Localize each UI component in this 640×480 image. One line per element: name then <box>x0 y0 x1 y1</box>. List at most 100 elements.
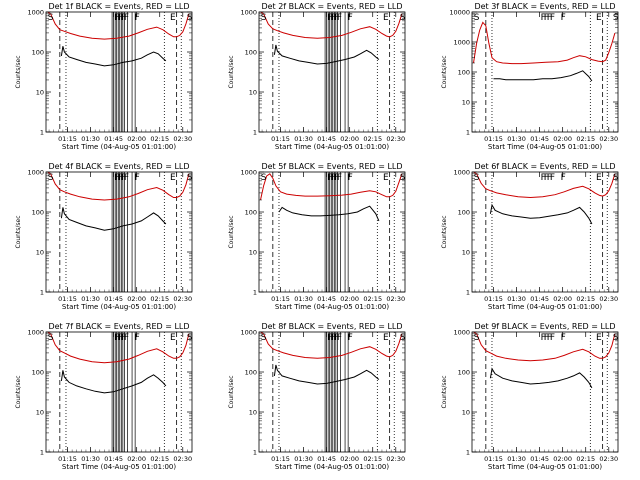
y-tick-label: 10 <box>462 99 470 107</box>
x-tick-label: 02:30 <box>386 135 405 143</box>
x-tick-label: 01:45 <box>530 135 549 143</box>
panel-title: Det 7f BLACK = Events, RED = LLD <box>48 322 189 331</box>
y-tick-label: 10 <box>462 409 470 417</box>
attenuator-marker-label: F <box>541 173 546 183</box>
y-tick-label: 1 <box>466 449 470 457</box>
y-axis-label: Counts/sec <box>441 375 448 408</box>
attenuator-marker-label: F <box>121 173 126 183</box>
attenuator-marker-label: F <box>337 13 342 23</box>
plot-frame <box>471 171 619 293</box>
attenuator-marker-label: S <box>400 173 406 183</box>
x-tick-label: 01:15 <box>484 455 503 463</box>
x-tick-label: 02:30 <box>386 295 405 303</box>
attenuator-marker-label: F <box>328 333 333 343</box>
attenuator-marker-label: F <box>541 333 546 343</box>
panel-title: Det 1f BLACK = Events, RED = LLD <box>48 2 189 11</box>
x-axis-label: Start Time (04-Aug-05 01:01:00) <box>62 463 176 471</box>
y-tick-label: 100 <box>32 209 44 217</box>
x-tick-label: 02:30 <box>386 455 405 463</box>
y-tick-label: 1000 <box>240 169 257 177</box>
x-tick-label: 02:00 <box>553 295 572 303</box>
attenuator-marker-label: F <box>124 333 129 343</box>
events-series-line <box>273 364 380 385</box>
plot-frame <box>258 171 406 293</box>
attenuator-marker-label: F <box>550 173 555 183</box>
lld-series-line <box>47 171 190 201</box>
x-tick-label: 01:30 <box>81 455 100 463</box>
x-tick-label: 01:45 <box>530 295 549 303</box>
x-tick-label: 01:30 <box>507 135 526 143</box>
attenuator-marker-label: F <box>334 13 339 23</box>
events-series-line <box>489 367 593 389</box>
attenuator-marker-label: S <box>187 333 193 343</box>
attenuator-marker-label: F <box>337 333 342 343</box>
y-axis-label: Counts/sec <box>228 375 235 408</box>
x-tick-label: 01:45 <box>317 135 336 143</box>
x-tick-label: 02:30 <box>599 135 618 143</box>
lld-series-line <box>260 331 403 359</box>
attenuator-marker-label: S <box>613 333 619 343</box>
y-tick-label: 10 <box>36 249 44 257</box>
x-tick-label: 01:15 <box>271 295 290 303</box>
x-tick-label: 01:15 <box>271 455 290 463</box>
attenuator-marker-label: F <box>550 333 555 343</box>
y-tick-label: 1000 <box>453 39 470 47</box>
attenuator-marker-label: F <box>561 173 566 183</box>
x-tick-label: 02:30 <box>173 295 192 303</box>
x-axis-label: Start Time (04-Aug-05 01:01:00) <box>488 463 602 471</box>
attenuator-marker-label: F <box>135 333 140 343</box>
y-tick-label: 100 <box>458 209 470 217</box>
attenuator-marker-label: F <box>561 333 566 343</box>
attenuator-marker-label: F <box>118 173 123 183</box>
lld-series-line <box>47 331 190 364</box>
attenuator-marker-label: F <box>337 173 342 183</box>
panel-title: Det 8f BLACK = Events, RED = LLD <box>261 322 402 331</box>
attenuator-marker-label: E <box>170 333 176 343</box>
x-tick-label: 01:30 <box>507 295 526 303</box>
attenuator-marker-label: E <box>170 13 176 23</box>
y-tick-label: 100 <box>458 369 470 377</box>
events-series-line <box>60 370 167 394</box>
events-series-line <box>493 70 593 82</box>
attenuator-marker-label: S <box>48 13 54 23</box>
y-tick-label: 1 <box>253 289 257 297</box>
panel-title: Det 4f BLACK = Events, RED = LLD <box>48 162 189 171</box>
attenuator-marker-label: E <box>383 333 389 343</box>
x-tick-label: 01:15 <box>484 135 503 143</box>
x-tick-label: 01:30 <box>507 455 526 463</box>
attenuator-marker-label: S <box>613 13 619 23</box>
y-axis-label: Counts/sec <box>15 375 22 408</box>
y-tick-label: 100 <box>245 369 257 377</box>
x-tick-label: 01:45 <box>104 295 123 303</box>
y-tick-label: 10 <box>462 249 470 257</box>
plot-frame <box>45 331 193 453</box>
y-tick-label: 1 <box>466 129 470 137</box>
attenuator-marker-label: S <box>400 333 406 343</box>
x-tick-label: 02:15 <box>150 295 169 303</box>
y-tick-label: 1000 <box>27 9 44 17</box>
attenuator-marker-label: F <box>348 13 353 23</box>
attenuator-marker-label: S <box>474 13 480 23</box>
events-series-line <box>60 46 167 67</box>
y-tick-label: 1000 <box>240 329 257 337</box>
x-tick-label: 01:15 <box>271 135 290 143</box>
y-tick-label: 10 <box>249 89 257 97</box>
x-tick-label: 02:30 <box>173 455 192 463</box>
y-tick-label: 10 <box>36 89 44 97</box>
attenuator-marker-label: F <box>118 333 123 343</box>
attenuator-marker-label: F <box>561 13 566 23</box>
x-axis-label: Start Time (04-Aug-05 01:01:00) <box>275 303 389 311</box>
plot-frame <box>471 331 619 453</box>
lld-series-line <box>473 21 616 65</box>
attenuator-marker-label: E <box>596 13 602 23</box>
x-axis-label: Start Time (04-Aug-05 01:01:00) <box>275 463 389 471</box>
plot-frame <box>258 11 406 133</box>
y-tick-label: 100 <box>245 49 257 57</box>
attenuator-marker-label: S <box>261 333 267 343</box>
attenuator-marker-label: F <box>334 333 339 343</box>
attenuator-marker-label: F <box>334 173 339 183</box>
y-tick-label: 100 <box>245 209 257 217</box>
attenuator-marker-label: F <box>331 333 336 343</box>
